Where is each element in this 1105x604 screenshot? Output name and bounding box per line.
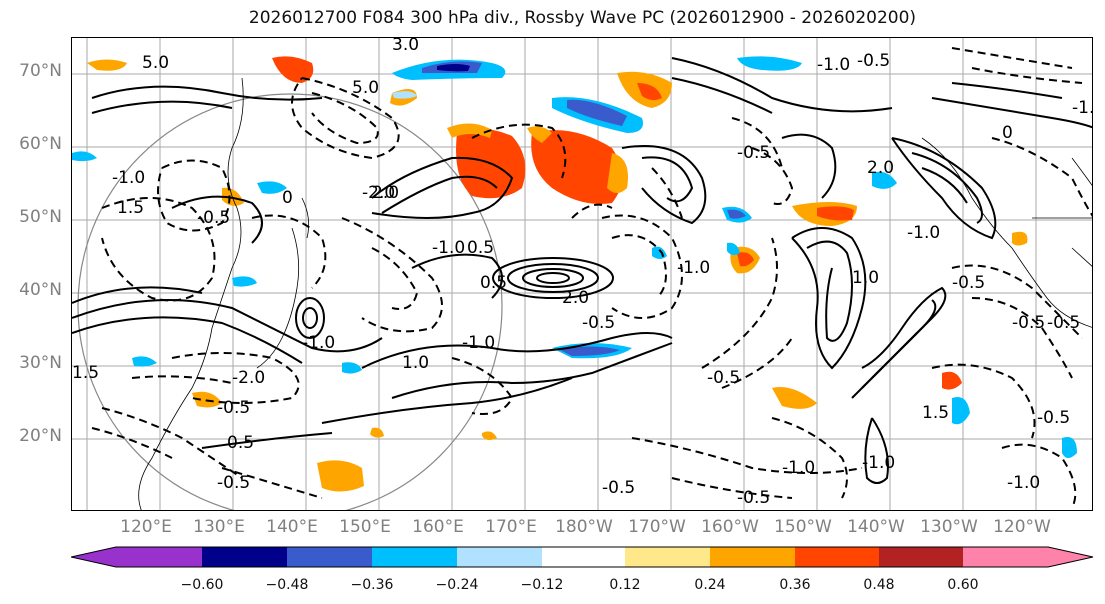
contour-label: -1.0 (1007, 473, 1040, 493)
contour-label: -1.0 (302, 333, 335, 353)
lon-label-140e: 140°E (266, 517, 318, 537)
lon-label-170e: 170°E (485, 517, 537, 537)
divergence-shading (72, 56, 1077, 492)
lon-label-160w: 160°W (701, 517, 759, 537)
map-canvas: 3.0 5.0 5.0 -1.0 -0.5 0 2.0 -0.5 0 -1.0 … (72, 38, 1093, 510)
lat-label-60n: 60°N (19, 134, 62, 154)
contour-label: -1.0 (782, 458, 815, 478)
contour-label: 2.0 (562, 288, 589, 308)
contour-label: 2.0 (867, 158, 894, 178)
contour-label: -2.0 (232, 368, 265, 388)
contour-label: -1.0 (462, 333, 495, 353)
contour-label: -0.5 (582, 313, 615, 333)
chart-title: 2026012700 F084 300 hPa div., Rossby Wav… (248, 8, 917, 28)
contour-label: -0.5 (1047, 313, 1080, 333)
contour-label: 1.5 (117, 198, 144, 218)
lon-label-130w: 130°W (920, 517, 978, 537)
colorbar-tick-label: 0.36 (779, 577, 811, 593)
contour-label: 0.5 (227, 433, 254, 453)
lon-label-150e: 150°E (339, 517, 391, 537)
lat-label-40n: 40°N (19, 280, 62, 300)
lon-label-170w: 170°W (628, 517, 686, 537)
lon-label-140w: 140°W (847, 517, 905, 537)
contour-label: 0.5 (480, 273, 507, 293)
contour-label: 1.0 (852, 268, 879, 288)
lat-label-70n: 70°N (19, 61, 62, 81)
contour-label: 0 (1002, 123, 1013, 143)
lon-label-160e: 160°E (412, 517, 464, 537)
contours-positive (72, 57, 1092, 484)
contour-label: -1.0 (817, 55, 850, 75)
lat-label-20n: 20°N (19, 426, 62, 446)
contour-label: 3.0 (392, 38, 419, 55)
contour-label: -0.5 (737, 143, 770, 163)
lat-label-30n: 30°N (19, 353, 62, 373)
range-circle (77, 93, 503, 510)
contour-label: -0.5 (857, 51, 890, 71)
colorbar-tick-label: 0.48 (863, 577, 895, 593)
colorbar-segment (202, 547, 287, 567)
colorbar-outline (71, 546, 1094, 568)
colorbar-tick-label: −0.48 (265, 577, 309, 593)
coastlines (138, 77, 1092, 510)
colorbar-segment (372, 547, 457, 567)
colorbar-tick-label: −0.24 (435, 577, 479, 593)
colorbar (71, 546, 1094, 568)
colorbar-segment (710, 547, 795, 567)
colorbar-segment (542, 547, 625, 567)
lon-label-120w: 120°W (993, 517, 1051, 537)
contour-label: -2.0 (362, 183, 395, 203)
contours-negative (91, 47, 1092, 509)
colorbar-tick-label: 0.24 (694, 577, 726, 593)
contour-label: -1.0 (862, 453, 895, 473)
contour-label: -0.5 (197, 208, 230, 228)
colorbar-tick-label: 0.60 (947, 577, 979, 593)
colorbar-tick-label: −0.12 (520, 577, 564, 593)
contour-label: -0.5 (737, 488, 770, 508)
contour-label: -1.5 (1072, 98, 1093, 118)
contour-label-group: 3.0 5.0 5.0 -1.0 -0.5 0 2.0 -0.5 0 -1.0 … (72, 38, 1093, 508)
contour-label: 0 (282, 188, 293, 208)
contour-label: 2.0 (372, 183, 399, 203)
colorbar-tick-label: 0.12 (609, 577, 641, 593)
contour-label: 1.5 (72, 363, 99, 383)
colorbar-segment (795, 547, 879, 567)
contour-label: -0.5 (1012, 313, 1045, 333)
contour-label: -0.5 (217, 473, 250, 493)
colorbar-tick-label: −0.60 (180, 577, 224, 593)
contour-label: -1.0 (432, 238, 465, 258)
lon-label-150w: 150°W (774, 517, 832, 537)
contour-label: 5.0 (142, 53, 169, 73)
contour-label: -1.0 (677, 258, 710, 278)
contour-label: -0.5 (707, 368, 740, 388)
colorbar-segment (457, 547, 542, 567)
contour-label: -0.5 (1037, 408, 1070, 428)
colorbar-tick-label: −0.36 (350, 577, 394, 593)
colorbar-segment (625, 547, 710, 567)
lon-label-130e: 130°E (193, 517, 245, 537)
contour-label: 1.0 (402, 353, 429, 373)
colorbar-extend-high (963, 547, 1093, 567)
colorbar-extend-low (71, 547, 202, 567)
contour-label: 5.0 (352, 78, 379, 98)
colorbar-segment (879, 547, 963, 567)
lon-label-120e: 120°E (120, 517, 172, 537)
map-panel: 3.0 5.0 5.0 -1.0 -0.5 0 2.0 -0.5 0 -1.0 … (71, 37, 1093, 511)
contour-label: -1.0 (112, 168, 145, 188)
lon-label-180w: 180°W (555, 517, 613, 537)
contour-label: 1.5 (922, 403, 949, 423)
contour-label: -0.5 (217, 398, 250, 418)
lat-label-50n: 50°N (19, 207, 62, 227)
contour-label: -0.5 (952, 273, 985, 293)
contour-label: 0.5 (467, 238, 494, 258)
colorbar-segment (287, 547, 372, 567)
contour-label: -0.5 (602, 478, 635, 498)
contour-label: -1.0 (907, 223, 940, 243)
